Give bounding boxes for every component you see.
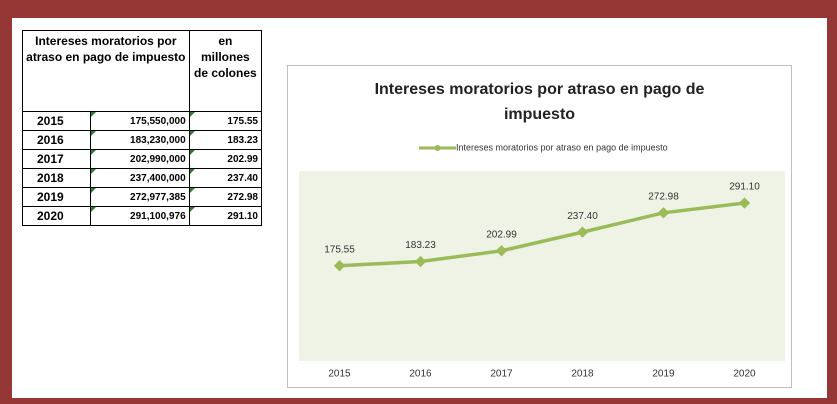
table-cell: 2015 (22, 111, 91, 131)
x-tick-label: 2016 (409, 369, 432, 380)
x-tick-label: 2019 (652, 369, 675, 380)
table-row: 2016 183,230,000 183.23 (22, 130, 263, 150)
marker (738, 197, 751, 209)
x-tick-label: 2020 (733, 369, 756, 380)
chart: 2015 2016 2017 2018 2019 2020 Intereses morato… (287, 65, 792, 388)
table-row: 2020 291,100,976 291.10 (22, 206, 263, 226)
data-label: 237.40 (567, 211, 598, 222)
table-cell: 291,100,976 (90, 206, 190, 226)
table-cell: 183.23 (188, 130, 263, 150)
data-label: 183.23 (405, 240, 436, 251)
table-cell: 2016 (22, 130, 91, 150)
header-cell: Intereses moratorios por atraso en pago … (22, 30, 190, 112)
data-table: Intereses moratorios por atraso en pago … (22, 30, 263, 226)
marker (495, 245, 508, 257)
plot-area (299, 171, 785, 361)
table-row: 2018 237,400,000 237.40 (22, 168, 263, 188)
x-tick-label: 2015 (328, 369, 351, 380)
header-row: Intereses moratorios por atraso en pago … (22, 30, 263, 112)
table-cell: 2019 (22, 187, 91, 207)
table-cell: 2018 (22, 168, 91, 188)
table-cell: 202,990,000 (90, 149, 190, 169)
marker (414, 255, 427, 268)
marker (333, 260, 346, 272)
marker (576, 226, 589, 238)
table-cell: 183,230,000 (90, 130, 190, 150)
table-cell: 202.99 (188, 149, 263, 169)
chart-title: Intereses moratorios por atraso en pago … (374, 81, 705, 123)
data-label: 175.55 (324, 244, 355, 255)
legend-label: Intereses moratorios por atraso en pago … (456, 142, 668, 152)
table-cell: 272.98 (188, 187, 263, 207)
table-cell: 2017 (22, 149, 91, 169)
data-label: 272.98 (648, 191, 679, 202)
table-cell: 237,400,000 (90, 168, 190, 188)
table-cell: 175,550,000 (90, 111, 190, 131)
table-cell: 175.55 (188, 111, 263, 131)
legend-marker (434, 145, 441, 151)
data-label: 291.10 (729, 182, 760, 193)
table-row: 2019 272,977,385 272.98 (22, 187, 263, 207)
x-tick-label: 2018 (571, 369, 594, 380)
table-row: 2015 175,550,000 175.55 (22, 111, 263, 131)
data-label: 202.99 (486, 229, 517, 240)
table-cell: 2020 (22, 206, 91, 226)
marker (657, 207, 670, 219)
table-row: 2017 202,990,000 202.99 (22, 149, 263, 169)
table-cell: 272,977,385 (90, 187, 190, 207)
x-tick-label: 2017 (490, 369, 513, 380)
table-cell: 237.40 (188, 168, 263, 188)
table-cell: 291.10 (188, 206, 263, 226)
line (339, 201, 745, 268)
header-cell: en millones de colones (188, 30, 263, 112)
